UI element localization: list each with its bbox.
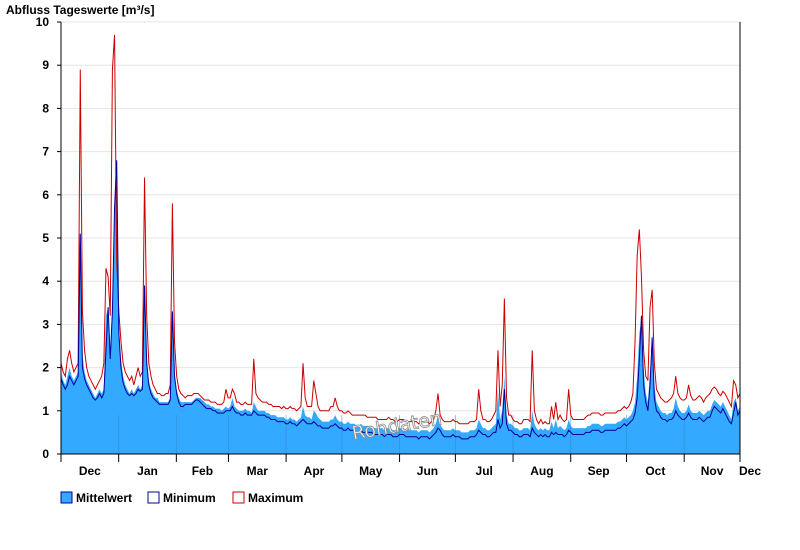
legend-label-maximum: Maximum: [248, 491, 303, 505]
axes: [60, 22, 741, 455]
legend-label-minimum: Minimum: [163, 491, 216, 505]
x-tick-label: Mar: [247, 464, 269, 478]
x-tick-label: Oct: [645, 464, 665, 478]
x-tick-label: Feb: [192, 464, 213, 478]
y-tick-label: 4: [42, 274, 49, 288]
legend-label-mittelwert: Mittelwert: [76, 491, 132, 505]
maximum-line: [60, 34, 741, 425]
minimum-line: [60, 160, 741, 440]
x-tick-label: Dec: [79, 464, 101, 478]
plot-series: [60, 34, 741, 454]
legend: Mittelwert Minimum Maximum: [60, 491, 303, 505]
y-tick-label: 6: [42, 188, 49, 202]
x-tick-label: Aug: [530, 464, 553, 478]
chart-title: Abfluss Tageswerte [m³/s]: [6, 3, 154, 17]
x-axis-labels: Dec Jan Feb Mar Apr May Jun Jul Aug Sep Oct Nov Dec: [79, 464, 762, 478]
y-axis-labels: 0 1 2 3 4 5 6 7 8 9 10: [36, 15, 50, 461]
legend-swatch-maximum: [232, 491, 245, 504]
y-tick-label: 9: [42, 58, 49, 72]
x-tick-label: Jun: [417, 464, 438, 478]
y-tick-label: 5: [42, 231, 49, 245]
y-tick-label: 7: [42, 145, 49, 159]
y-tick-label: 0: [42, 447, 49, 461]
legend-swatch-mittelwert: [60, 491, 73, 504]
x-tick-label: Jan: [137, 464, 158, 478]
x-tick-label: Dec: [739, 464, 761, 478]
y-tick-label: 8: [42, 101, 49, 115]
x-tick-label: Nov: [701, 464, 724, 478]
x-tick-label: Sep: [588, 464, 610, 478]
x-tick-label: Apr: [304, 464, 325, 478]
y-tick-label: 10: [36, 15, 50, 29]
y-tick-label: 2: [42, 361, 49, 375]
y-tick-label: 1: [42, 404, 49, 418]
y-tick-label: 3: [42, 317, 49, 331]
x-tick-label: Jul: [476, 464, 493, 478]
mittelwert-area: [61, 164, 740, 454]
x-tick-label: May: [359, 464, 383, 478]
legend-swatch-minimum: [147, 491, 160, 504]
